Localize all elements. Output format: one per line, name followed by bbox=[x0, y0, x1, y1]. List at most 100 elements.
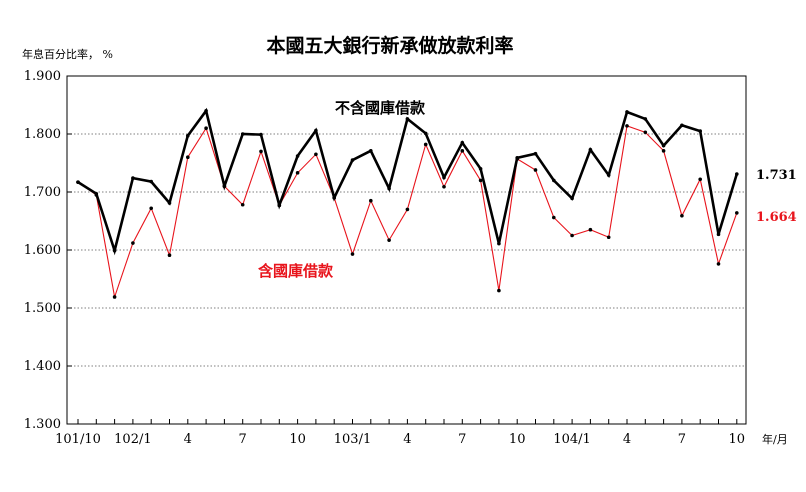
data-point bbox=[478, 178, 483, 183]
data-point bbox=[533, 151, 538, 156]
data-point bbox=[186, 155, 190, 159]
data-point bbox=[186, 133, 190, 138]
data-point bbox=[515, 155, 519, 160]
data-point bbox=[552, 215, 556, 220]
data-point bbox=[661, 149, 666, 153]
data-point bbox=[350, 158, 355, 162]
data-point bbox=[661, 143, 666, 148]
series-layer bbox=[76, 107, 739, 299]
y-tick-label: 1.900 bbox=[24, 69, 61, 84]
data-point bbox=[112, 295, 117, 299]
data-point bbox=[552, 178, 556, 183]
data-point bbox=[112, 248, 117, 253]
data-point bbox=[131, 176, 135, 180]
data-point bbox=[204, 126, 208, 130]
x-tick-label: 103/1 bbox=[334, 432, 371, 447]
data-point bbox=[387, 238, 391, 242]
data-point bbox=[680, 213, 684, 218]
data-point bbox=[222, 184, 227, 188]
data-point bbox=[423, 131, 428, 136]
data-point bbox=[314, 152, 318, 157]
data-point bbox=[369, 198, 373, 203]
data-point bbox=[240, 132, 245, 136]
x-tick-label: 104/1 bbox=[553, 432, 590, 447]
data-point bbox=[149, 179, 153, 184]
data-point bbox=[497, 288, 501, 293]
data-point bbox=[350, 252, 355, 256]
data-point bbox=[625, 124, 629, 128]
x-tick-label: 102/1 bbox=[114, 432, 151, 447]
data-point bbox=[497, 241, 501, 246]
data-point bbox=[131, 241, 135, 245]
data-point bbox=[423, 142, 428, 147]
y-tick-label: 1.600 bbox=[24, 243, 61, 258]
data-point bbox=[570, 233, 574, 238]
y-axis-ticks: 1.300 1.400 1.500 1.600 1.700 1.800 1.900 bbox=[24, 69, 72, 432]
data-point bbox=[167, 201, 172, 205]
data-point bbox=[295, 154, 300, 158]
x-tick-label: 4 bbox=[184, 432, 192, 447]
data-point bbox=[643, 130, 648, 135]
data-point bbox=[460, 149, 465, 153]
x-tick-label: 101/10 bbox=[55, 432, 101, 447]
data-point bbox=[735, 211, 739, 215]
series-line-including-treasury bbox=[77, 125, 738, 298]
data-point bbox=[643, 117, 648, 121]
chart-title: 本國五大銀行新承做放款利率 bbox=[266, 34, 513, 57]
x-tick-label: 7 bbox=[678, 432, 686, 447]
x-tick-label: 4 bbox=[623, 432, 631, 447]
data-point bbox=[625, 110, 629, 114]
x-axis-ticks: 101/10 102/1 4 7 10 103/1 4 7 10 104/1 4 7 10 bbox=[55, 419, 745, 447]
data-point bbox=[94, 191, 99, 196]
data-point bbox=[405, 207, 410, 212]
series-label-excluding-treasury: 不含國庫借款 bbox=[335, 99, 426, 117]
data-point bbox=[332, 196, 337, 200]
data-point bbox=[680, 123, 684, 128]
data-point bbox=[240, 202, 245, 207]
gridlines bbox=[67, 133, 746, 367]
y-tick-label: 1.400 bbox=[24, 359, 61, 374]
data-point bbox=[204, 109, 208, 113]
data-point bbox=[76, 180, 80, 184]
y-tick-label: 1.700 bbox=[24, 185, 61, 200]
y-tick-label: 1.800 bbox=[24, 127, 61, 142]
x-tick-label: 4 bbox=[403, 432, 411, 447]
data-point bbox=[735, 172, 739, 176]
x-tick-label: 7 bbox=[458, 432, 466, 447]
y-tick-label: 1.500 bbox=[24, 301, 61, 316]
data-point bbox=[149, 206, 153, 211]
x-tick-label: 10 bbox=[729, 432, 746, 447]
y-axis-unit-label: 年息百分比率， % bbox=[22, 47, 113, 61]
data-point bbox=[369, 149, 373, 153]
data-point bbox=[314, 128, 318, 133]
data-point bbox=[716, 232, 721, 237]
data-point bbox=[606, 173, 611, 177]
data-point bbox=[588, 227, 593, 232]
data-point bbox=[442, 175, 446, 180]
data-point bbox=[570, 196, 574, 201]
data-point bbox=[698, 177, 702, 182]
end-value-excluding-treasury: 1.731 bbox=[756, 168, 797, 183]
x-tick-label: 10 bbox=[509, 432, 526, 447]
data-point bbox=[167, 253, 172, 258]
series-label-including-treasury: 含國庫借款 bbox=[258, 262, 334, 280]
series-line-excluding-treasury bbox=[77, 107, 739, 256]
data-point bbox=[259, 149, 263, 154]
data-point bbox=[442, 184, 446, 189]
data-point bbox=[295, 171, 300, 175]
x-axis-unit-label: 年/月 bbox=[762, 432, 788, 446]
data-point bbox=[478, 167, 483, 171]
end-value-including-treasury: 1.664 bbox=[756, 210, 797, 225]
data-point bbox=[277, 203, 282, 208]
data-point bbox=[405, 117, 410, 121]
x-tick-label: 7 bbox=[239, 432, 247, 447]
data-point bbox=[533, 168, 538, 172]
data-point bbox=[460, 140, 465, 145]
data-point bbox=[588, 147, 593, 152]
data-point bbox=[387, 186, 391, 191]
x-tick-label: 10 bbox=[289, 432, 306, 447]
y-tick-label: 1.300 bbox=[24, 417, 61, 432]
data-point bbox=[606, 235, 611, 240]
data-point bbox=[716, 262, 721, 266]
